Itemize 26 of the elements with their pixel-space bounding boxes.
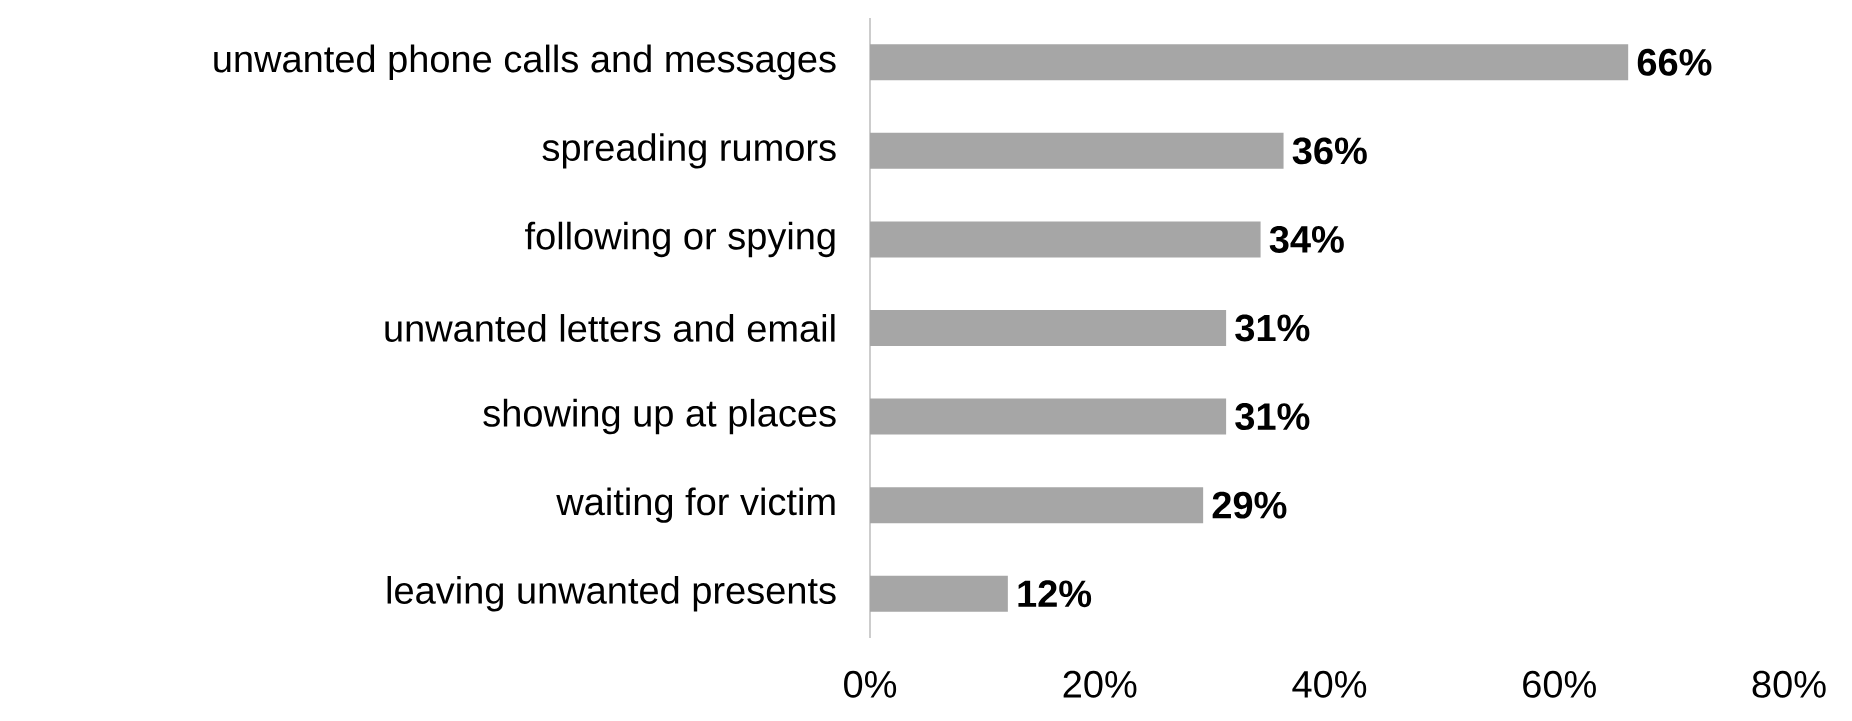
y-tick-label: leaving unwanted presents [387, 576, 836, 612]
bar [870, 575, 1008, 612]
bar [870, 132, 1284, 169]
data-label: 29% [1212, 491, 1287, 519]
y-tick-label: showing up at places [483, 398, 836, 435]
bar [870, 44, 1629, 81]
x-tick-label: 40% [1292, 670, 1367, 698]
data-label: 36% [1292, 137, 1367, 165]
data-label: 66% [1637, 48, 1712, 76]
bar [870, 310, 1227, 347]
bar [870, 487, 1204, 524]
data-label: 31% [1235, 314, 1310, 342]
x-tick-label: 60% [1523, 670, 1596, 698]
y-tick-label: waiting for victim [556, 487, 835, 523]
y-tick-label: unwanted letters and email [385, 314, 835, 342]
y-tick-label: spreading rumors [542, 133, 836, 169]
bar [870, 398, 1227, 435]
bar [870, 221, 1261, 258]
y-tick-label: following or spying [525, 221, 835, 258]
x-tick-label: 0% [844, 670, 897, 698]
data-label: 34% [1269, 225, 1344, 253]
x-tick-label: 20% [1063, 670, 1137, 698]
data-label: 31% [1235, 403, 1310, 431]
data-label: 12% [1018, 580, 1092, 608]
y-tick-label: unwanted phone calls and messages [214, 44, 836, 80]
x-tick-label: 80% [1752, 670, 1826, 698]
